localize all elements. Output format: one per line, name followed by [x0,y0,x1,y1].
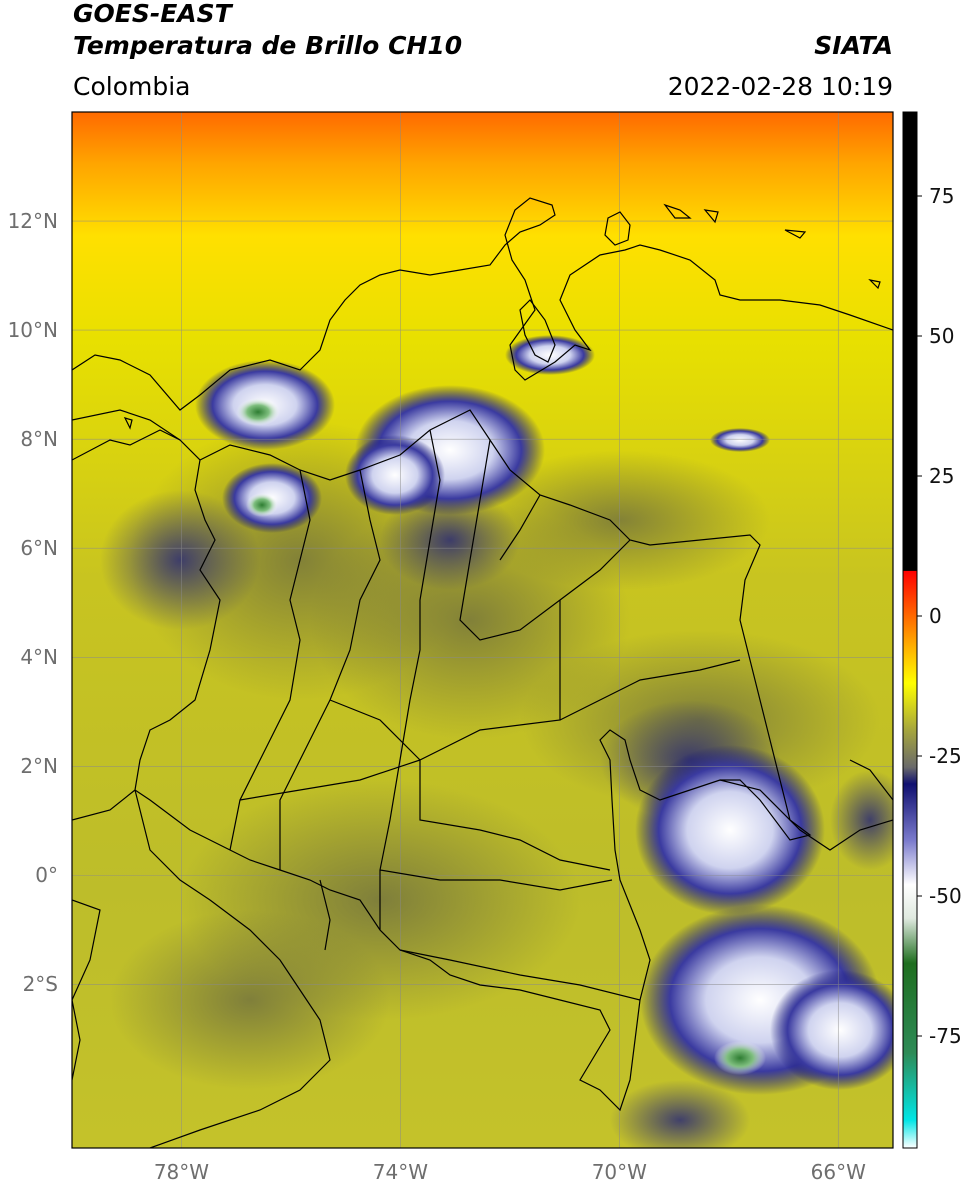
datetime-label: 2022-02-28 10:19 [667,72,893,101]
lat-tick-label: 10°N [7,318,58,343]
colorbar-tick-label: 75 [929,184,955,208]
lat-tick-label: 0° [35,863,58,888]
map-frame [71,111,894,1149]
colorbar-tick-label: 25 [929,464,955,488]
lon-tick-label: 78°W [153,1160,210,1184]
lat-tick-label: 8°N [20,427,58,452]
title-line-2: Temperatura de Brillo CH10 [73,31,463,60]
lat-tick-label: 2°S [22,972,58,997]
lon-tick-label: 66°W [810,1160,866,1184]
lat-tick-label: 6°N [20,536,58,561]
colorbar-tick-label: -75 [929,1024,962,1048]
lat-tick-label: 12°N [7,209,58,234]
colorbar [902,111,918,1149]
coastlines-borders [72,197,893,1148]
lon-tick-label: 70°W [591,1160,647,1184]
lat-tick-label: 4°N [20,645,58,670]
colorbar-tick-label: -50 [929,884,962,908]
colorbar-tick-label: 50 [929,324,955,348]
lon-tick-label: 74°W [372,1160,428,1184]
storm-cells [195,335,893,1148]
region-label: Colombia [73,72,191,101]
colorbar-tick-label: 0 [929,604,942,628]
lat-tick-label: 2°N [20,754,58,779]
title-line-1: GOES-EAST [73,0,232,28]
colorbar-gradient [902,111,918,1149]
agency-label: SIATA [814,31,893,60]
graticule [72,112,893,1148]
colorbar-tick-label: -25 [929,744,962,768]
